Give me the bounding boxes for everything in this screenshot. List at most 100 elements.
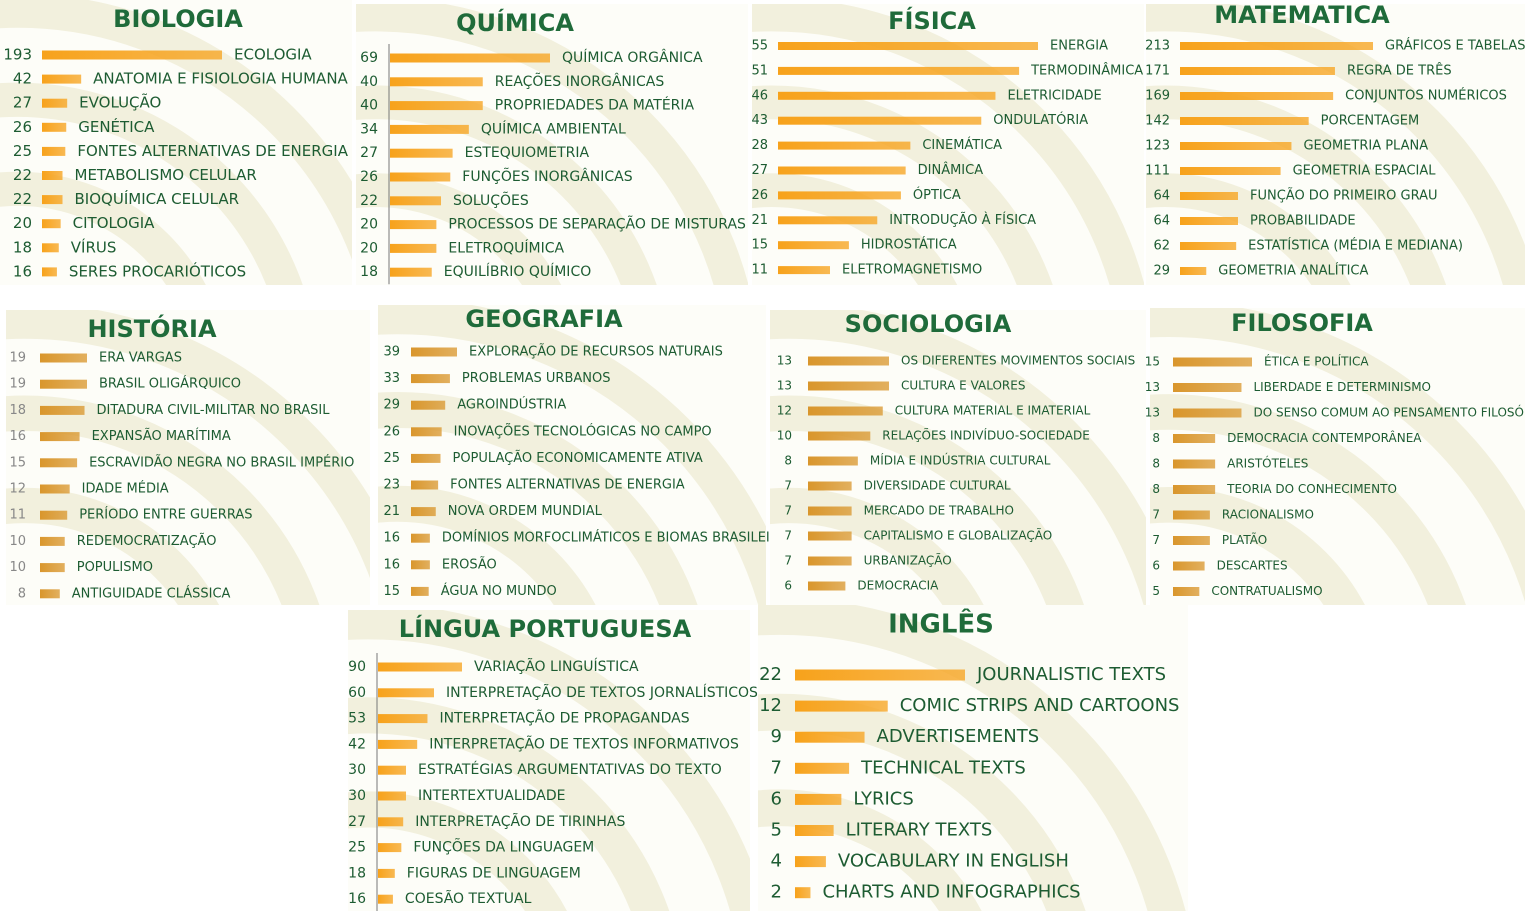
value-label: 12 <box>759 695 782 716</box>
category-label: BIOQUÍMICA CELULAR <box>75 189 240 208</box>
value-label: 69 <box>360 50 378 66</box>
value-label: 7 <box>1152 508 1160 522</box>
category-label: EXPANSÃO MARÍTIMA <box>92 428 231 444</box>
decor-arc <box>1146 85 1447 285</box>
decor-arc <box>6 487 219 605</box>
decor-arc <box>752 85 1053 285</box>
category-label: ELETRICIDADE <box>1007 88 1101 103</box>
bar <box>808 556 852 566</box>
bar <box>390 196 442 206</box>
decor-arc <box>758 789 982 911</box>
bar <box>1180 42 1373 50</box>
value-label: 8 <box>1152 482 1160 496</box>
category-label: ONDULATÓRIA <box>993 112 1088 128</box>
category-label: DITADURA CIVIL-MILITAR NO BRASIL <box>97 403 331 418</box>
decor-arc <box>6 310 370 579</box>
bar <box>778 42 1038 50</box>
category-label: POPULAÇÃO ECONOMICAMENTE ATIVA <box>452 450 702 466</box>
bar <box>808 406 883 416</box>
category-label: SOLUÇÕES <box>453 192 529 209</box>
category-label: REGRA DE TRÊS <box>1347 63 1452 79</box>
category-label: REDEMOCRATIZAÇÃO <box>77 533 217 549</box>
category-label: ÓPTICA <box>913 187 961 203</box>
bar <box>411 427 442 437</box>
category-label: COESÃO TEXTUAL <box>405 890 532 907</box>
bar <box>411 480 439 490</box>
category-label: DEMOCRACIA <box>857 579 939 593</box>
bar <box>1173 561 1205 571</box>
value-label: 60 <box>348 685 366 701</box>
bar <box>808 456 858 466</box>
category-label: RACIONALISMO <box>1222 508 1314 522</box>
category-label: DIVERSIDADE CULTURAL <box>864 479 1011 493</box>
category-label: PROCESSOS DE SEPARAÇÃO DE MISTURAS <box>448 216 746 233</box>
bar <box>390 243 437 253</box>
value-label: 27 <box>360 145 378 161</box>
category-label: CULTURA MATERIAL E IMATERIAL <box>895 404 1091 418</box>
category-label: GEOMETRIA ANALÍTICA <box>1218 263 1368 279</box>
category-label: ÉTICA E POLÍTICA <box>1264 354 1369 369</box>
decor-arc <box>1150 487 1365 605</box>
bar <box>40 379 87 389</box>
bar <box>42 146 66 156</box>
category-label: CAPITALISMO E GLOBALIZAÇÃO <box>864 528 1053 543</box>
decor-arc <box>0 82 303 285</box>
value-label: 6 <box>1152 559 1160 573</box>
bar <box>40 484 70 494</box>
value-label: 22 <box>13 190 32 208</box>
decor-arc <box>348 697 670 911</box>
category-label: CHARTS AND INFOGRAPHICS <box>822 882 1080 903</box>
bar <box>40 458 78 468</box>
category-label: GEOMETRIA ESPACIAL <box>1293 164 1437 179</box>
value-label: 20 <box>13 214 32 232</box>
value-label: 28 <box>751 138 768 153</box>
category-label: TERMODINÂMICA <box>1030 62 1143 78</box>
value-label: 16 <box>383 531 400 546</box>
category-label: PLATÃO <box>1222 532 1267 547</box>
bar <box>778 216 878 225</box>
panel-decor <box>6 310 370 605</box>
category-label: DOMÍNIOS MORFOCLIMÁTICOS E BIOMAS BRASIL… <box>442 530 797 546</box>
category-label: CINEMÁTICA <box>922 137 1002 153</box>
chart-title: BIOLOGIA <box>113 5 243 33</box>
bar <box>795 825 834 836</box>
decor-arc <box>770 395 1084 605</box>
category-label: CONJUNTOS NUMÉRICOS <box>1345 88 1507 104</box>
bar <box>411 560 430 570</box>
value-label: 7 <box>784 504 792 518</box>
value-label: 30 <box>348 762 366 778</box>
value-label: 13 <box>1145 406 1160 420</box>
category-label: ÁGUA NO MUNDO <box>441 583 557 599</box>
chart-title: FÍSICA <box>888 6 976 35</box>
value-label: 27 <box>13 94 32 112</box>
decor-arc <box>356 4 748 285</box>
value-label: 26 <box>13 118 32 136</box>
category-label: OS DIFERENTES MOVIMENTOS SOCIAIS <box>901 354 1135 368</box>
value-label: 10 <box>9 560 26 575</box>
value-label: 11 <box>751 263 768 278</box>
bar <box>808 381 889 391</box>
category-label: ESCRAVIDÃO NEGRA NO BRASIL IMPÉRIO <box>89 454 354 470</box>
value-label: 26 <box>360 169 378 185</box>
value-label: 6 <box>771 788 782 809</box>
category-label: INTERPRETAÇÃO DE TEXTOS JORNALÍSTICOS <box>446 684 758 701</box>
value-label: 42 <box>348 736 366 752</box>
category-label: GRÁFICOS E TABELAS <box>1385 38 1525 54</box>
category-label: NOVA ORDEM MUNDIAL <box>448 504 603 519</box>
value-label: 39 <box>383 345 400 360</box>
category-label: TECHNICAL TEXTS <box>860 757 1026 778</box>
category-label: EXPLORAÇÃO DE RECURSOS NATURAIS <box>469 344 723 360</box>
value-label: 7 <box>784 554 792 568</box>
category-label: COMIC STRIPS AND CARTOONS <box>900 695 1180 716</box>
bar <box>795 793 842 805</box>
category-label: ANTIGUIDADE CLÁSSICA <box>72 585 231 601</box>
category-label: HIDROSTÁTICA <box>861 237 957 253</box>
category-label: METABOLISMO CELULAR <box>75 166 257 184</box>
bar <box>1180 192 1238 200</box>
category-label: INOVAÇÕES TECNOLÓGICAS NO CAMPO <box>454 423 712 439</box>
bar <box>378 817 404 827</box>
value-label: 22 <box>759 664 782 685</box>
value-label: 22 <box>13 166 32 184</box>
bar <box>1180 117 1309 125</box>
category-label: DESCARTES <box>1217 559 1288 573</box>
